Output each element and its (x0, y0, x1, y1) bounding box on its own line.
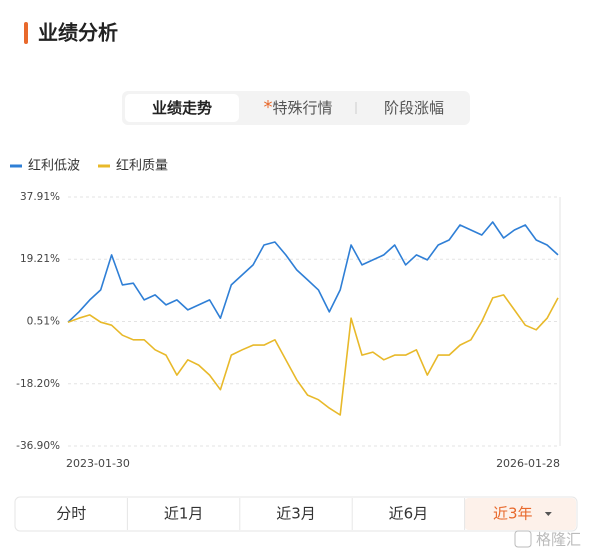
legend-label: 红利低波 (28, 158, 80, 174)
period-tab[interactable]: 近3月 (276, 505, 316, 523)
watermark: 格隆汇 (536, 531, 581, 549)
series-line (67, 294, 559, 416)
legend-label: 红利质量 (116, 158, 168, 174)
tab-icon: * (263, 97, 272, 118)
x-tick-label: 2026-01-28 (496, 457, 560, 470)
tab-label: 阶段涨幅 (384, 99, 444, 117)
series-line (67, 221, 559, 323)
y-tick-label: -18.20% (16, 378, 60, 390)
period-selected-bg (464, 498, 576, 530)
y-tick-label: 19.21% (20, 253, 60, 265)
x-tick-label: 2023-01-30 (66, 457, 130, 470)
section-title: 业绩分析 (38, 21, 118, 45)
dropdown-caret[interactable] (544, 512, 552, 516)
tab-label: 特殊行情 (272, 99, 332, 117)
period-bar (14, 496, 578, 532)
tab[interactable]: 业绩走势 (152, 99, 212, 117)
watermark-icon (514, 530, 532, 548)
y-tick-label: 0.51% (27, 315, 60, 327)
period-tab[interactable]: 近6月 (389, 505, 429, 523)
y-tick-label: 37.91% (20, 191, 60, 203)
y-tick-label: -36.90% (16, 440, 60, 452)
tab[interactable]: 阶段涨幅 (384, 99, 444, 117)
period-tab[interactable]: 近3年 (493, 505, 533, 523)
period-tab[interactable]: 分时 (56, 505, 86, 523)
tab-label: 业绩走势 (152, 99, 212, 117)
title-accent (24, 22, 28, 44)
period-tab[interactable]: 近1月 (164, 505, 204, 523)
tab-selected-bg (125, 94, 239, 122)
tab[interactable]: *特殊行情 (263, 97, 332, 118)
